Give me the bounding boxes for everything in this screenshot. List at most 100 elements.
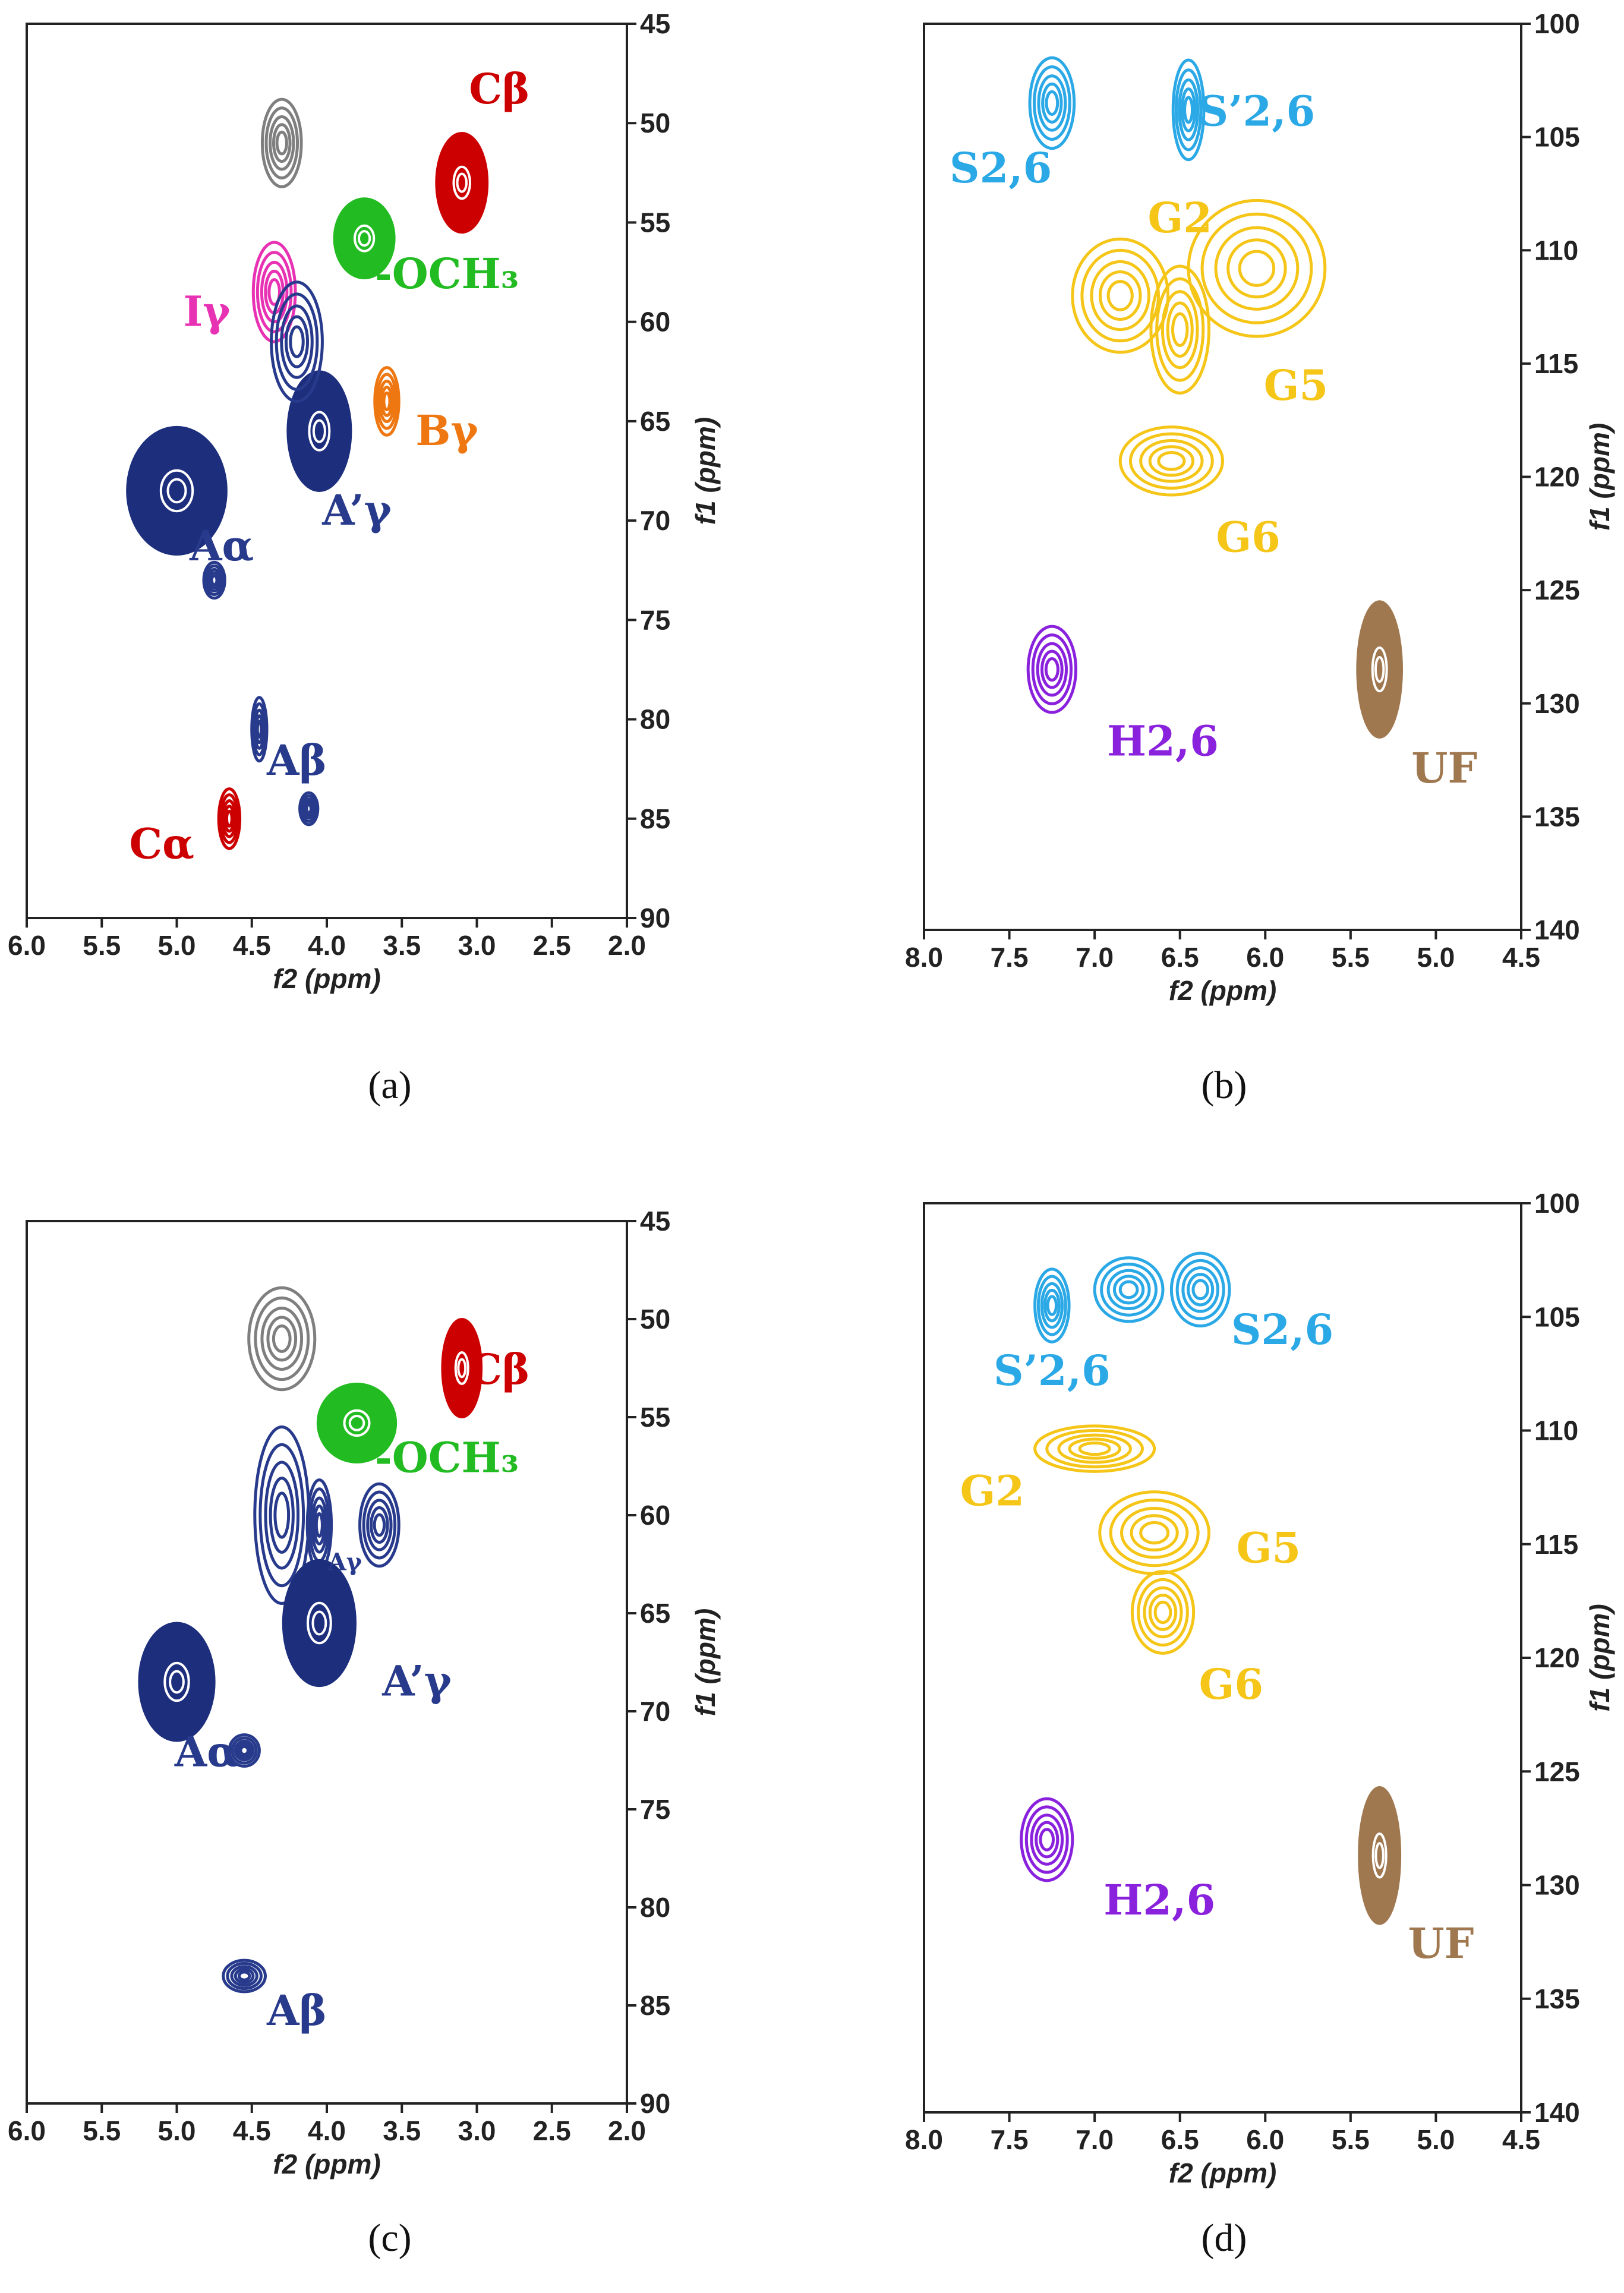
contour-ring — [280, 304, 314, 379]
contour-ring — [1040, 1282, 1064, 1329]
contour-peak-magenta — [251, 241, 297, 343]
contour-core — [1371, 646, 1388, 693]
peak-label: -OCH₃ — [375, 249, 519, 298]
contour-ring — [247, 1286, 317, 1392]
y-axis-title: f1 (ppm) — [1584, 423, 1615, 531]
contour-peak-yellow — [1149, 264, 1211, 395]
contour-ring — [1106, 280, 1134, 311]
contour-ring — [1139, 439, 1204, 483]
y-tick-label: 120 — [1534, 462, 1580, 493]
y-tick-label: 60 — [640, 307, 670, 338]
contour-ring — [1214, 226, 1300, 311]
contour-ring — [1180, 87, 1197, 133]
contour-ring — [254, 1296, 310, 1382]
contour-ring — [221, 799, 237, 838]
contour-peak-cyan — [1171, 58, 1206, 162]
x-tick-label: 5.5 — [83, 930, 121, 961]
peak-label: A’γ — [321, 485, 392, 535]
contour-peak-navy — [202, 560, 226, 600]
contour-ring — [1183, 96, 1194, 124]
contour-ring — [1155, 277, 1205, 382]
peak-label: Aβ — [266, 736, 327, 785]
y-tick-label: 80 — [640, 1892, 670, 1923]
contour-fill — [435, 131, 489, 234]
contour-ring — [1071, 237, 1170, 354]
y-tick-label: 120 — [1534, 1642, 1580, 1673]
contour-ring — [208, 571, 220, 589]
y-tick-label: 75 — [640, 1794, 670, 1825]
contour-ring — [302, 797, 316, 820]
contour-ring — [1078, 1442, 1111, 1456]
contour-ring — [1035, 1821, 1059, 1859]
peak-label: Aγ — [327, 1548, 362, 1576]
panel-b: 8.0 7.5 7.0 6.5 6.0 5.5 5.0 4.5 100 105 110 115 120 1… — [905, 8, 1615, 1006]
contour-ring — [275, 130, 288, 156]
peak-label: Iγ — [184, 286, 231, 336]
contour-core — [166, 478, 187, 504]
contour-ring — [264, 106, 299, 180]
contour-ring — [1037, 74, 1067, 132]
contour-ring — [1120, 1506, 1189, 1559]
contour-peak-red — [441, 1318, 483, 1418]
contour-ring — [1178, 78, 1200, 141]
y-tick-label: 140 — [1534, 914, 1580, 945]
contour-ring — [1148, 1594, 1178, 1631]
panel-a: 6.0 5.5 5.0 4.5 4.0 3.5 3.0 2.5 2.0 45 50 55 60 65 70 7… — [8, 8, 721, 994]
y-axis-title: f1 (ppm) — [1584, 1604, 1615, 1711]
contour-core — [159, 469, 194, 513]
contour-ring — [378, 379, 396, 424]
peak-label: UF — [1408, 1919, 1474, 1968]
peak-label: Aα — [189, 521, 254, 570]
contour-ring — [373, 1513, 386, 1537]
x-axis-title: f2 (ppm) — [273, 963, 380, 994]
contour-ring — [1068, 1437, 1121, 1460]
y-tick-label: 45 — [640, 1206, 670, 1237]
contour-ring — [1043, 1288, 1061, 1323]
contour-peak-navy — [253, 1425, 311, 1605]
contour-ring — [264, 1461, 300, 1570]
peak-label: H2,6 — [1103, 1875, 1215, 1925]
plot-frame — [923, 1202, 1522, 2114]
contour-ring — [298, 791, 320, 827]
contour-fill — [316, 1382, 398, 1464]
contour-ring — [223, 805, 235, 833]
contour-ring — [204, 564, 225, 597]
x-tick-label: 5.5 — [1332, 2124, 1370, 2155]
x-tick-label: 2.5 — [533, 930, 571, 961]
contour-ring — [234, 1967, 255, 1985]
contour-core — [353, 224, 376, 253]
x-tick-label: 8.0 — [905, 942, 943, 973]
contour-ring — [1028, 56, 1076, 150]
contour-ring — [1057, 1433, 1132, 1464]
peak-label: Cβ — [469, 64, 529, 113]
contour-ring — [226, 1961, 263, 1991]
contour-ring — [1036, 1275, 1067, 1336]
contour-core — [452, 165, 471, 200]
contour-ring — [1026, 624, 1078, 714]
x-tick-label: 5.5 — [83, 2115, 121, 2146]
contour-fill — [1356, 600, 1403, 739]
y-tick-label: 70 — [640, 1696, 670, 1727]
x-tick-label: 6.0 — [8, 2115, 46, 2146]
contour-peak-cyan — [1028, 56, 1076, 150]
contour-ring — [380, 386, 393, 417]
x-tick-label: 2.5 — [533, 2115, 571, 2146]
contour-ring — [289, 325, 305, 358]
contour-ring — [236, 1742, 253, 1759]
contour-peak-green — [333, 197, 396, 280]
contour-ring — [1187, 1273, 1215, 1307]
contour-ring — [314, 1512, 324, 1538]
contour-ring — [267, 278, 281, 306]
y-tick-label: 85 — [640, 1990, 670, 2021]
contour-core — [457, 1358, 467, 1379]
peak-label: S’2,6 — [1199, 87, 1316, 136]
contour-ring — [1128, 432, 1214, 490]
y-tick-label: 65 — [640, 1598, 670, 1629]
contour-peak-navy — [138, 1622, 216, 1742]
contour-ring — [370, 1506, 389, 1544]
contour-core — [343, 1409, 371, 1437]
contour-core — [163, 1661, 190, 1702]
contour-ring — [366, 1499, 393, 1551]
contour-core — [1371, 1832, 1388, 1879]
